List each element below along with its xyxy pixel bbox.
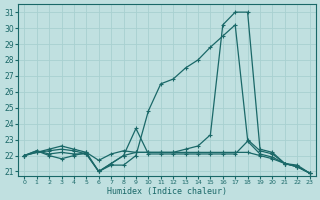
- X-axis label: Humidex (Indice chaleur): Humidex (Indice chaleur): [107, 187, 227, 196]
